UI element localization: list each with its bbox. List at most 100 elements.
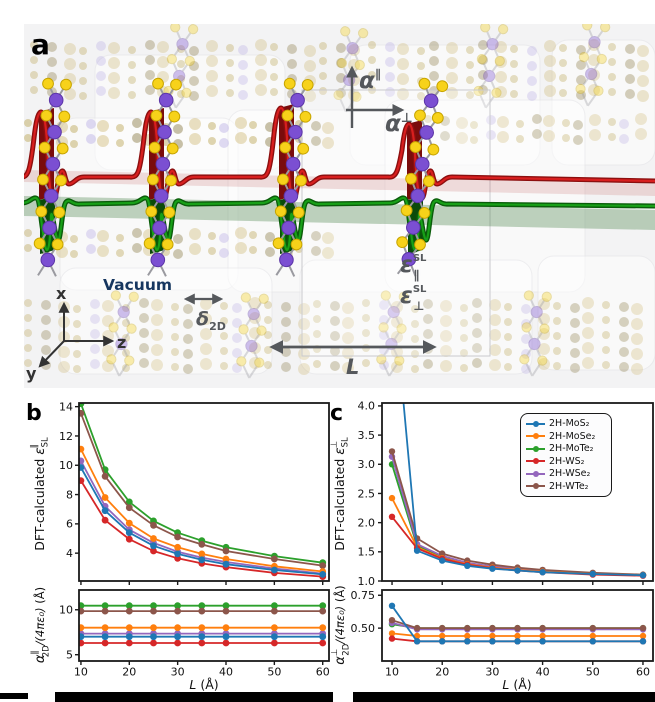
vacuum-label: Vacuum [103,276,172,294]
y-axis-label: DFT-calculated εSL∥ [30,437,51,551]
data-point [101,607,109,615]
y-tick-label: 3.0 [358,458,376,471]
data-point [150,521,157,529]
atom-slab [575,24,611,107]
x-tick-label: 50 [267,666,281,679]
data-point [79,639,85,647]
data-point [150,542,157,550]
data-point [125,535,133,543]
legend-item: 2H-WSe₂ [526,468,606,479]
faded-atom-sheet [24,312,643,330]
data-point [464,632,471,640]
y-tick-label: 3.5 [358,429,376,442]
data-point [539,569,546,576]
atom-slab [519,290,552,377]
data-point [439,632,446,640]
bottom-black-bar [353,692,655,702]
data-point [639,638,647,645]
data-point [413,535,421,542]
series-2H-MoS₂ [79,633,327,641]
x-tick-label: 20 [122,666,136,679]
y-tick-label: 10 [59,604,73,617]
legend-item: 2H-MoSe₂ [526,431,606,442]
faded-atom-sheet [30,84,649,102]
atom-slab [473,24,509,109]
x-axis-label: L (Å) [502,677,531,692]
x-tick-label: 60 [636,666,650,679]
data-point [198,541,206,548]
y-tick-label: 1.0 [358,575,376,588]
data-point [489,632,496,640]
epsilon-perpendicular-label: εSL ⊥ [400,283,427,313]
data-point [125,639,133,647]
faded-atom-sheet [30,54,649,72]
series-2H-WTe₂ [388,617,647,632]
faded-atom-sheet [30,69,649,87]
legend-marker [526,445,545,453]
data-point [222,624,230,632]
legend-marker [526,482,545,490]
series-2H-MoS₂ [79,464,327,578]
panel-a: a α∥ α⊥ εSL ∥ εSL ⊥ Vacuum δ2D L x z y [24,24,655,388]
data-point [174,543,182,551]
data-point [319,624,327,632]
data-point [150,639,157,647]
data-point [439,550,446,557]
x-tick-label: 30 [485,666,499,679]
data-point [271,607,278,615]
data-point [101,639,109,647]
data-point [388,448,396,455]
data-point [79,477,85,484]
data-point [439,624,446,632]
y-axis-arrow [38,340,65,368]
y-tick-label: 5 [66,649,73,662]
data-point [388,602,396,609]
z-axis-label: z [117,333,126,352]
plot-frame [381,589,654,662]
data-point [514,624,521,632]
data-point [198,602,206,610]
bottom-black-bar [55,692,333,702]
data-point [79,409,85,417]
atom-slab [396,77,449,277]
plot-area [79,403,327,580]
data-point [79,602,85,610]
y-axis-label: y [26,364,37,383]
plot-frame [381,402,654,582]
chart-c-bottom: 10 20 30 40 50 60 0.50 0.75 L (Å) α⊥ 2D/(4πε₀) (Å) [330,585,654,692]
data-point [125,607,133,615]
data-point [464,562,471,569]
data-point [589,632,596,640]
data-point [514,632,521,640]
epsilon-parallel-label: εSL ∥ [400,252,427,282]
data-point [489,624,496,632]
faded-atom-sheet [424,113,647,130]
data-point [489,565,496,572]
atom-slab [272,77,314,277]
legend-item: 2H-MoS₂ [526,418,606,429]
chart-b-top: 4 6 8 10 12 14 DFT-calculated εSL∥ [30,400,330,585]
data-point [222,547,230,555]
x-tick-label: 10 [385,666,399,679]
data-point [271,555,278,563]
data-point [101,602,109,610]
data-point [222,639,230,647]
legend-item: 2H-WTe₂ [526,481,606,492]
x-tick-label: 30 [171,666,185,679]
data-point [101,472,109,480]
data-point [388,513,396,520]
data-point [539,624,546,632]
legend-marker [526,470,545,478]
atom-slab [236,292,269,379]
panels-bc-charts: 4 6 8 10 12 14 DFT-calculated εSL∥ 10 20 30 40 50 60… [26,400,654,692]
data-point [174,607,182,615]
vacuum-box [537,255,655,371]
data-point [174,624,182,632]
data-point [222,602,230,610]
panel-c-label: c [330,401,343,426]
data-point [539,638,546,645]
data-point [319,602,327,610]
data-point [319,571,327,578]
plot-frame [78,402,330,582]
